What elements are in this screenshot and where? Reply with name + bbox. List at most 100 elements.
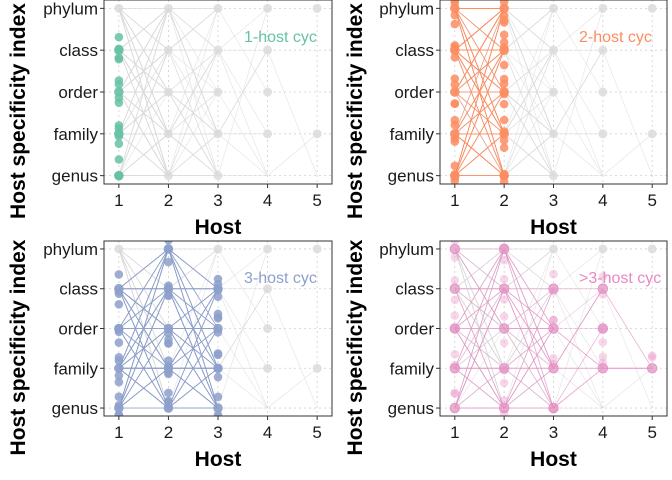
background-line [118, 8, 169, 51]
highlight-point [450, 74, 460, 83]
highlight-point [499, 366, 509, 375]
y-tick-label: phylum [379, 0, 434, 18]
highlight-point [498, 363, 510, 374]
highlight-line [168, 248, 219, 290]
x-axis-title: Host [530, 216, 577, 239]
highlight-line [503, 248, 554, 369]
highlight-point [549, 315, 558, 325]
highlight-point [213, 279, 223, 289]
highlight-line [454, 328, 505, 369]
background-point [312, 3, 322, 13]
highlight-point [549, 359, 558, 369]
highlight-line [503, 248, 554, 409]
highlight-point [164, 241, 173, 245]
highlight-point [114, 53, 124, 63]
background-point [549, 244, 558, 254]
background-point [163, 171, 173, 181]
background-line [217, 8, 268, 51]
background-line [602, 50, 653, 176]
highlight-line [454, 288, 505, 329]
highlight-point [549, 405, 558, 414]
background-line [217, 367, 268, 409]
highlight-point [450, 176, 460, 184]
highlight-line [454, 288, 505, 409]
background-point [549, 87, 558, 97]
highlight-point [450, 161, 460, 171]
highlight-point [114, 32, 124, 42]
background-point [647, 3, 657, 13]
background-line [454, 248, 505, 329]
highlight-line [503, 328, 554, 409]
highlight-point [450, 80, 460, 89]
highlight-point [499, 338, 509, 347]
x-tick-label: 2 [164, 423, 173, 442]
highlight-line [553, 328, 604, 369]
y-tick-label: family [390, 359, 435, 378]
x-tick-label: 3 [213, 191, 222, 210]
highlight-point [114, 155, 124, 164]
background-line [553, 288, 604, 369]
highlight-line [503, 288, 554, 369]
highlight-line [503, 288, 554, 409]
highlight-line [503, 248, 554, 369]
background-line [118, 50, 169, 176]
background-line [553, 248, 604, 289]
highlight-line [168, 288, 219, 369]
y-tick-label: order [394, 320, 434, 339]
highlight-point [164, 397, 173, 407]
background-point [263, 324, 273, 333]
background-line [454, 288, 505, 329]
highlight-line [553, 328, 604, 369]
highlight-point [499, 16, 509, 25]
highlight-point [499, 30, 509, 40]
highlight-line [454, 368, 505, 409]
background-point [647, 244, 657, 254]
background-line [217, 91, 268, 176]
highlight-point [449, 402, 461, 414]
background-line [602, 133, 653, 176]
highlight-point [114, 299, 124, 309]
highlight-point [213, 372, 223, 382]
highlight-line [168, 248, 219, 329]
background-line [503, 248, 554, 289]
highlight-point [450, 252, 460, 262]
background-point [163, 45, 173, 55]
background-line [602, 288, 653, 409]
highlight-point [647, 353, 657, 362]
highlight-point [213, 350, 223, 360]
highlight-line [454, 8, 505, 51]
background-point [213, 244, 223, 254]
highlight-line [503, 288, 554, 409]
highlight-point [598, 324, 608, 334]
y-tick-label: family [54, 125, 99, 144]
highlight-line [503, 328, 554, 409]
background-line [267, 50, 318, 176]
highlight-point [646, 363, 658, 374]
background-line [553, 133, 604, 176]
highlight-point [549, 353, 558, 363]
highlight-point [213, 364, 223, 374]
background-line [168, 133, 219, 176]
highlight-point [549, 269, 558, 279]
highlight-point [213, 292, 223, 302]
highlight-line [168, 288, 219, 409]
highlight-line [503, 368, 554, 409]
highlight-line [503, 368, 554, 409]
background-point [598, 129, 608, 139]
highlight-point [114, 80, 124, 89]
background-point [263, 244, 273, 254]
highlight-point [450, 360, 460, 370]
highlight-line [503, 288, 554, 369]
x-tick-label: 4 [263, 423, 272, 442]
highlight-point [597, 363, 609, 374]
highlight-point [548, 323, 559, 334]
highlight-point [449, 363, 461, 374]
background-point [163, 87, 173, 97]
highlight-line [454, 328, 505, 409]
highlight-line [553, 368, 604, 409]
background-point [163, 3, 173, 13]
highlight-line [454, 368, 505, 409]
highlight-point [450, 311, 460, 320]
highlight-line [454, 8, 505, 176]
background-point [163, 129, 173, 139]
